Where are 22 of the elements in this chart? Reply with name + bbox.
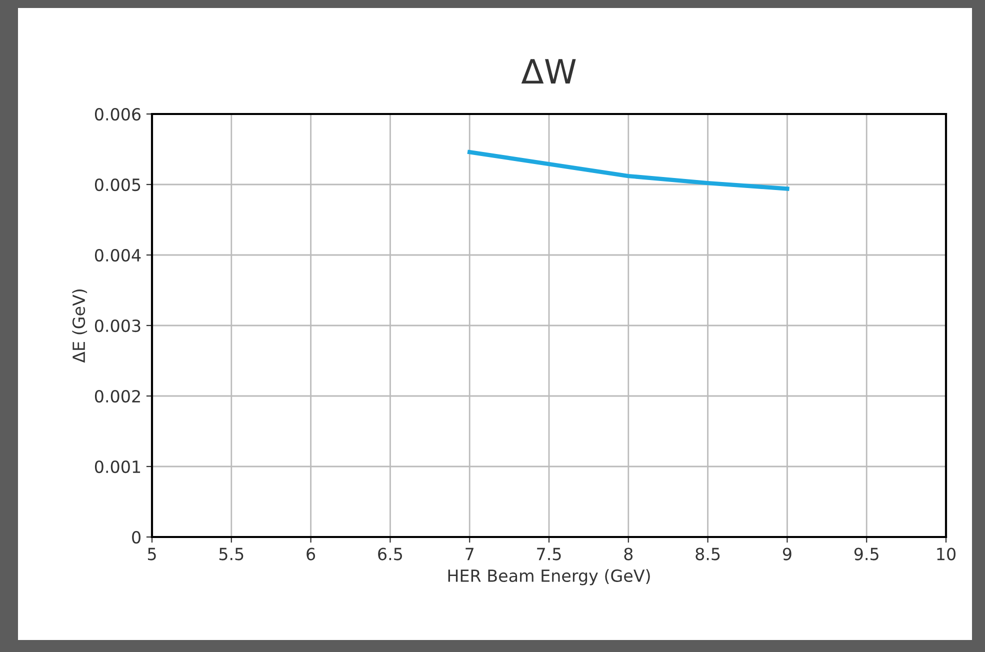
- x-tick-label: 8.5: [696, 548, 720, 560]
- x-tick-label: 10: [937, 548, 956, 560]
- x-axis-title: HER Beam Energy (GeV): [448, 569, 650, 586]
- x-tick-label: 5: [148, 548, 156, 560]
- y-tick-label: 0.005: [94, 178, 140, 192]
- y-tick-label: 0.004: [94, 248, 141, 262]
- chart-title: ΔW: [521, 59, 576, 84]
- x-tick-label: 5.5: [219, 548, 244, 560]
- y-tick-label: 0.006: [94, 108, 141, 121]
- x-tick-label: 8: [624, 548, 633, 560]
- y-tick-label: 0.002: [94, 390, 140, 403]
- y-tick-label: 0.003: [94, 319, 140, 332]
- x-tick-label: 6.5: [378, 548, 402, 560]
- line-series: [468, 150, 790, 191]
- x-tick-label: 9: [782, 548, 792, 560]
- x-tick-label: 7.5: [537, 548, 561, 560]
- x-tick-label: 9.5: [854, 548, 878, 560]
- x-tick-label: 6: [306, 548, 316, 560]
- y-tick-label: 0: [132, 530, 140, 544]
- x-tick-label: 7: [466, 548, 474, 560]
- y-axis-title: ΔE (GeV): [72, 290, 88, 363]
- y-tick-label: 0.001: [94, 460, 140, 474]
